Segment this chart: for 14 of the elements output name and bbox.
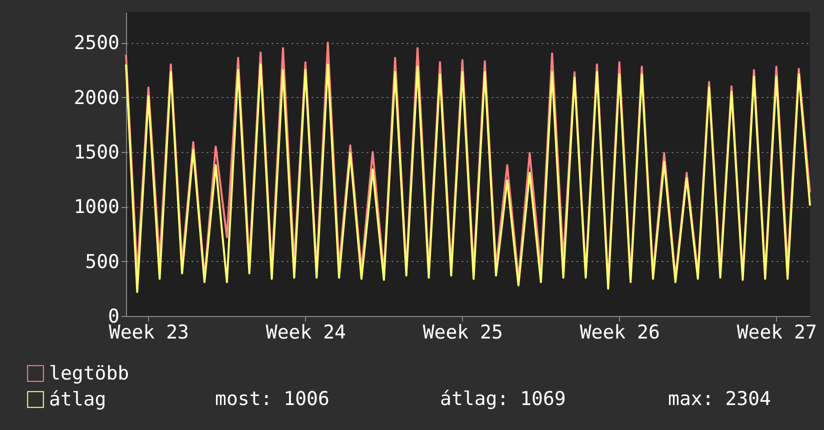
- x-tick-label: Week 26: [580, 322, 660, 344]
- legend-label: legtöbb: [49, 362, 130, 384]
- y-tick-label: 2500: [74, 32, 120, 54]
- y-tick-label: 1500: [74, 141, 120, 164]
- text: átlag: 1069: [440, 388, 566, 410]
- legend-label: átlag: [49, 388, 106, 410]
- y-tick-label: 1000: [74, 196, 120, 218]
- text: most: 1006: [215, 388, 330, 410]
- x-tick-label: Week 24: [266, 322, 346, 344]
- y-tick-label: 2000: [74, 86, 120, 109]
- x-tick-label: Week 27: [736, 322, 817, 344]
- x-tick-label: Week 25: [422, 322, 503, 344]
- text: max: 2304: [668, 388, 771, 410]
- y-tick-label: 500: [85, 250, 120, 273]
